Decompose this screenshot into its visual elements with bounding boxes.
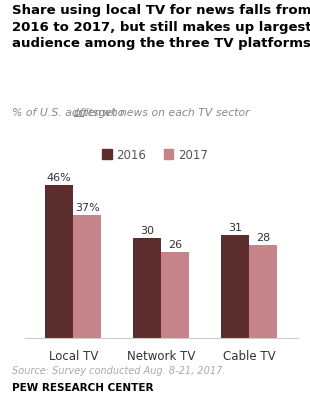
Bar (73, 215, 101, 339)
Text: 46%: 46% (47, 173, 72, 183)
Text: % of U.S. adults who: % of U.S. adults who (12, 107, 128, 117)
Bar (45, 185, 73, 339)
Text: 37%: 37% (75, 203, 100, 213)
Text: 31: 31 (228, 223, 242, 233)
Bar (133, 239, 161, 339)
Text: PEW RESEARCH CENTER: PEW RESEARCH CENTER (12, 382, 154, 392)
Text: Share using local TV for news falls from
2016 to 2017, but still makes up larges: Share using local TV for news falls from… (12, 4, 310, 50)
Text: 30: 30 (140, 226, 154, 236)
Text: get news on each TV sector: get news on each TV sector (95, 107, 250, 117)
Bar (161, 252, 189, 339)
Text: Source: Survey conducted Aug. 8-21, 2017.: Source: Survey conducted Aug. 8-21, 2017… (12, 366, 226, 375)
Text: 26: 26 (168, 239, 182, 249)
Text: 28: 28 (256, 233, 270, 242)
Bar (249, 245, 277, 339)
Text: often: often (74, 107, 102, 117)
Bar (221, 235, 249, 339)
Legend: 2016, 2017: 2016, 2017 (102, 148, 208, 161)
